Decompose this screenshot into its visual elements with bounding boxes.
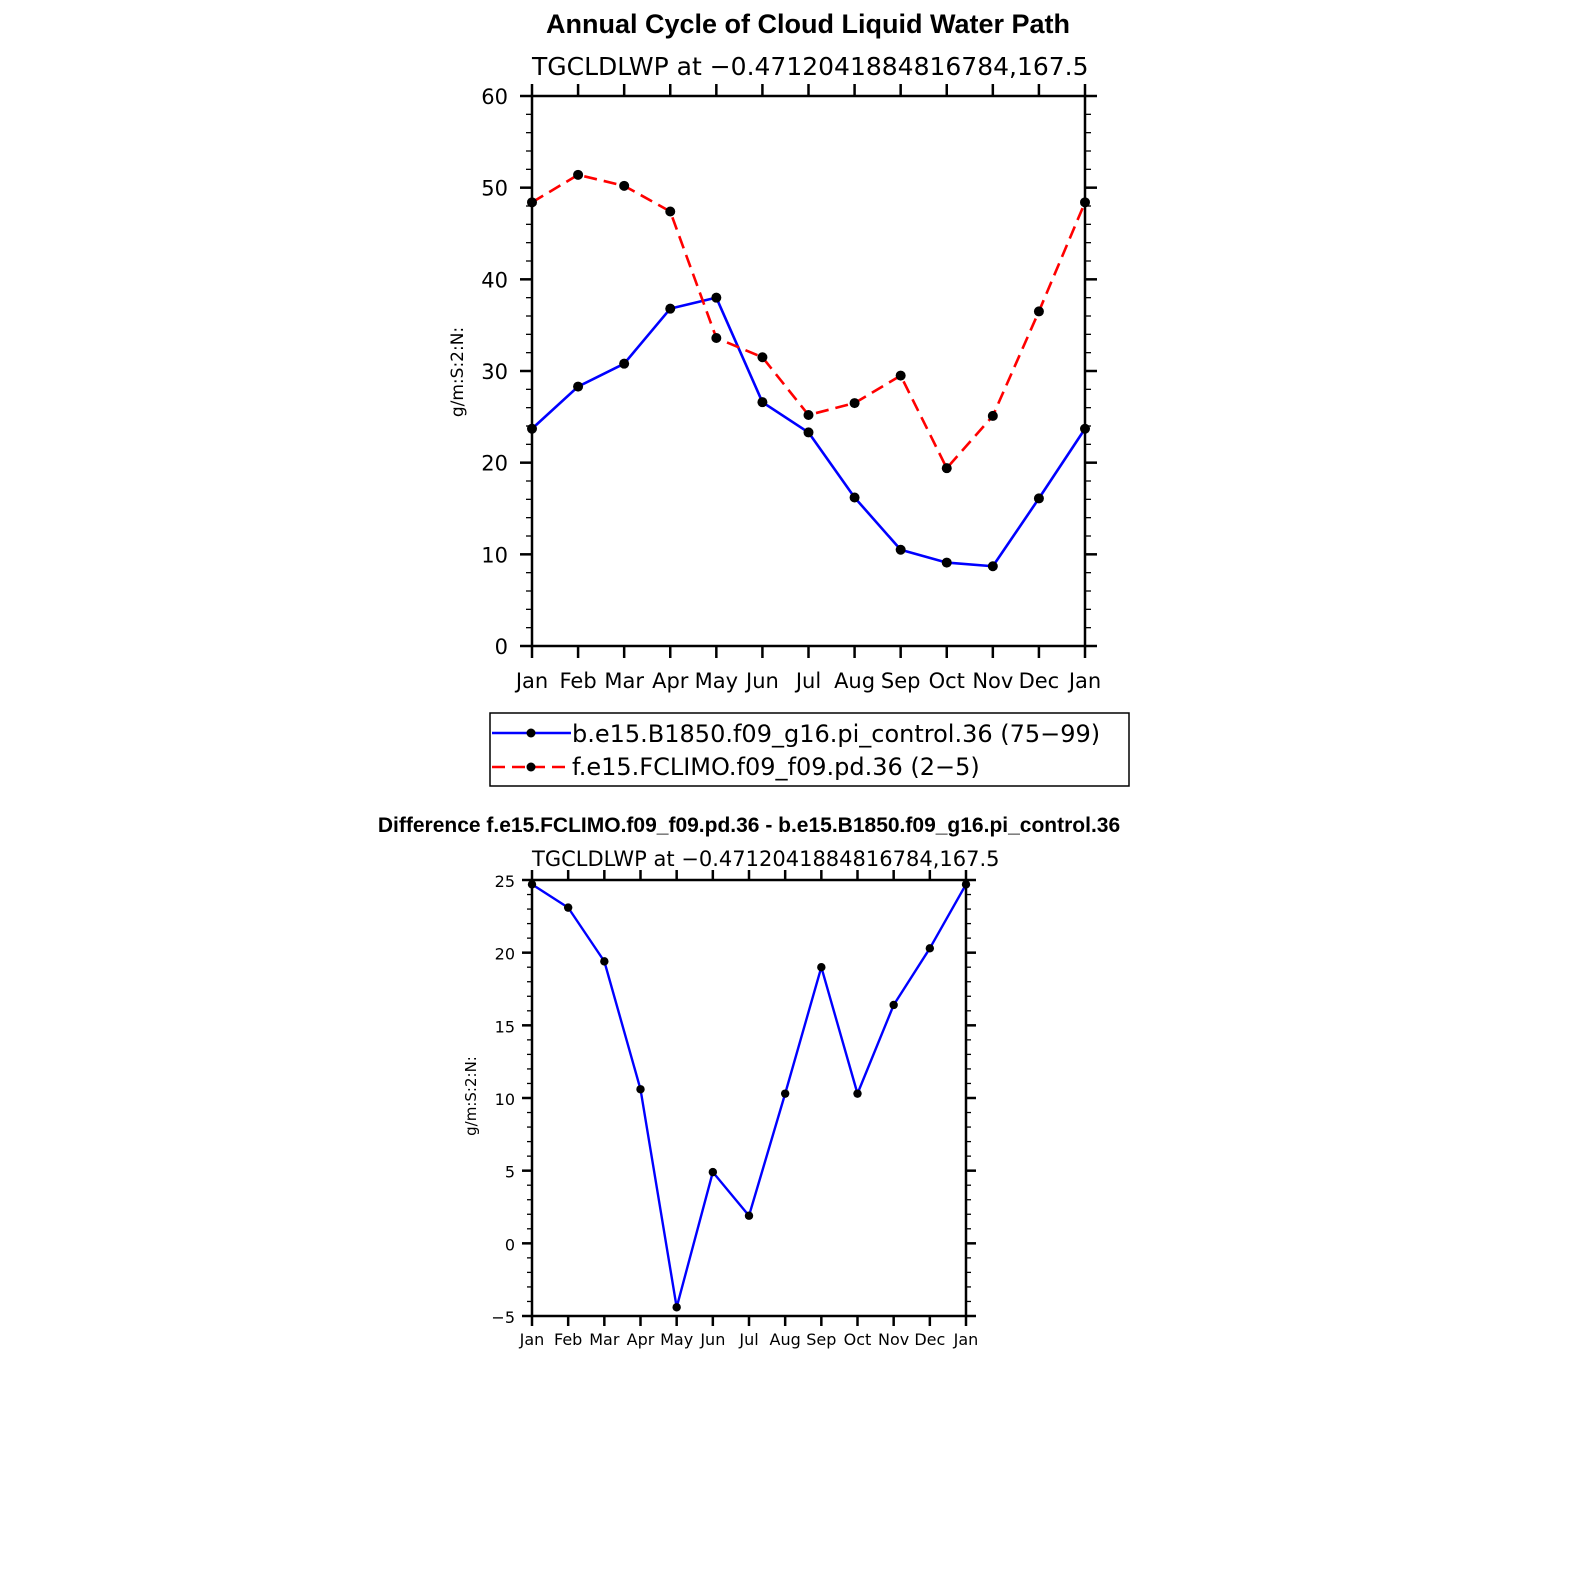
x-tick-label: Aug: [770, 1330, 801, 1349]
legend-box: [489, 712, 1130, 787]
data-point: [744, 1211, 754, 1220]
legend-label-control: b.e15.B1850.f09_g16.pi_control.36 (75−99…: [572, 720, 1100, 748]
y-tick-label: −5: [491, 1308, 515, 1327]
data-point: [987, 410, 998, 421]
data-point: [563, 903, 573, 912]
x-tick-label: Feb: [559, 669, 596, 693]
x-tick-label: Dec: [1019, 669, 1060, 693]
y-tick-label: 0: [495, 635, 508, 659]
y-axis-label: g/m:S:2:N:: [448, 327, 468, 417]
chart-title: Difference f.e15.FCLIMO.f09_f09.pd.36 - …: [378, 814, 1120, 837]
data-point: [573, 381, 584, 392]
y-axis-label: g/m:S:2:N:: [462, 1056, 480, 1136]
data-point: [573, 169, 584, 180]
y-tick-label: 10: [481, 543, 508, 567]
chart-subtitle: TGCLDLWP at −0.4712041884816784,167.5: [531, 847, 1000, 871]
annual-cycle-chart: Annual Cycle of Cloud Liquid Water Path …: [448, 9, 1130, 787]
x-tick-label: May: [660, 1330, 693, 1349]
y-tick-label: 40: [481, 268, 508, 292]
x-tick-label: Jun: [744, 669, 779, 693]
x-tick-label: Aug: [834, 669, 875, 693]
data-point: [636, 1085, 645, 1094]
y-tick-label: 0: [505, 1235, 515, 1254]
x-tick-label: Oct: [844, 1330, 872, 1349]
x-tick-label: Jul: [738, 1330, 758, 1349]
data-point: [941, 557, 952, 568]
x-tick-label: Apr: [652, 669, 689, 693]
data-point: [619, 180, 630, 191]
data-point: [757, 397, 768, 408]
y-tick-label: 20: [481, 452, 508, 476]
x-tick-label: Mar: [604, 669, 644, 693]
y-tick-label: 25: [495, 872, 515, 891]
chart-title: Annual Cycle of Cloud Liquid Water Path: [546, 9, 1070, 39]
data-point: [925, 944, 935, 953]
data-point: [619, 358, 630, 369]
data-point: [780, 1089, 790, 1098]
data-point: [711, 333, 722, 343]
data-point: [849, 492, 860, 503]
data-point: [853, 1089, 862, 1098]
data-point: [757, 352, 768, 363]
legend-marker-control: [526, 728, 536, 738]
x-tick-label: Jan: [519, 1330, 545, 1349]
plot-frame: [530, 94, 1087, 648]
data-point: [817, 963, 826, 972]
y-tick-label: 10: [495, 1090, 515, 1109]
data-point: [672, 1303, 681, 1312]
chart-subtitle: TGCLDLWP at −0.4712041884816784,167.5: [531, 52, 1089, 81]
x-tick-label: Dec: [914, 1330, 945, 1349]
series-line-1: [531, 173, 1087, 470]
y-tick-label: 5: [505, 1163, 515, 1182]
x-tick-label: Jan: [514, 669, 548, 693]
y-tick-label: 60: [481, 85, 508, 109]
x-tick-label: Jul: [794, 669, 821, 693]
data-point: [665, 206, 676, 217]
legend-marker-fclimo: [526, 762, 536, 772]
data-point: [987, 561, 998, 572]
x-tick-label: Jun: [699, 1330, 725, 1349]
data-point: [895, 544, 906, 555]
data-point: [803, 427, 814, 438]
data-point: [889, 1000, 898, 1010]
x-tick-label: Jan: [1067, 669, 1101, 693]
legend-entry-control: b.e15.B1850.f09_g16.pi_control.36 (75−99…: [492, 720, 1100, 748]
y-tick-label: 20: [495, 945, 515, 964]
x-tick-label: Nov: [878, 1330, 909, 1349]
x-tick-label: Jan: [953, 1330, 979, 1349]
data-point: [708, 1167, 718, 1177]
x-tick-label: Sep: [881, 669, 921, 693]
legend-label-fclimo: f.e15.FCLIMO.f09_f09.pd.36 (2−5): [572, 753, 980, 781]
data-point: [600, 957, 609, 966]
x-tick-label: May: [695, 669, 738, 693]
x-tick-label: Mar: [589, 1330, 620, 1349]
data-point: [849, 398, 860, 409]
y-tick-label: 50: [481, 177, 508, 201]
difference-chart: Difference f.e15.FCLIMO.f09_f09.pd.36 - …: [378, 814, 1120, 1349]
data-point: [665, 303, 676, 314]
y-tick-label: 15: [495, 1017, 515, 1036]
x-tick-label: Nov: [972, 669, 1013, 693]
legend-entry-fclimo: f.e15.FCLIMO.f09_f09.pd.36 (2−5): [492, 753, 980, 781]
data-point: [895, 370, 906, 381]
data-point: [1033, 493, 1044, 504]
legend: b.e15.B1850.f09_g16.pi_control.36 (75−99…: [489, 712, 1130, 787]
plot-frame: [530, 878, 968, 1318]
x-tick-label: Feb: [554, 1330, 582, 1349]
data-point: [1033, 306, 1044, 317]
y-tick-label: 30: [481, 360, 508, 384]
data-point: [711, 292, 722, 303]
x-tick-label: Sep: [806, 1330, 836, 1349]
data-point: [941, 463, 952, 474]
x-tick-label: Oct: [929, 669, 965, 693]
data-point: [803, 410, 814, 420]
series-line-0: [531, 883, 968, 1309]
x-tick-label: Apr: [627, 1330, 655, 1349]
